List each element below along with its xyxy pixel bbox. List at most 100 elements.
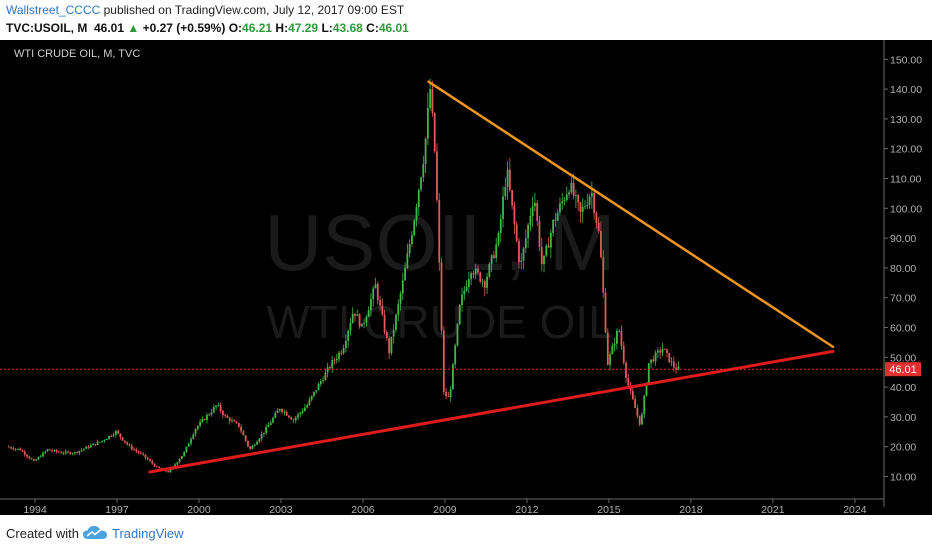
candle-body [363, 322, 365, 324]
candle-body [358, 314, 361, 327]
candle-body [600, 230, 602, 258]
candle-body [675, 367, 678, 370]
time-tick-label: 1994 [23, 504, 47, 515]
candle-body [659, 350, 662, 353]
candle-body [627, 378, 630, 386]
price-axis[interactable]: 10.00 20.00 30.00 40.00 50.00 60.00 70.00 80.00… [884, 54, 922, 484]
candle-body [502, 196, 504, 219]
candle-body [55, 450, 58, 452]
candle-body [96, 441, 99, 445]
candle-body [602, 257, 605, 293]
footer: Created with TradingView [0, 516, 932, 550]
candle-body [520, 260, 523, 263]
candle-body [413, 220, 416, 236]
candle-body [395, 314, 397, 330]
candle-body [572, 182, 575, 196]
support-trendline[interactable] [148, 349, 835, 474]
candle-body [545, 245, 548, 256]
candle-body [67, 451, 69, 453]
candle-body [652, 359, 655, 362]
candle-body [169, 469, 172, 473]
candle-body [552, 219, 555, 233]
candle-body [185, 446, 188, 453]
candle-body [513, 205, 516, 225]
candle-body [376, 284, 379, 301]
candle-body [456, 324, 459, 346]
chart-area[interactable]: USOIL, M WTI CRUDE OIL 10.00 20.00 30.00 40… [0, 40, 932, 516]
candle-body [39, 456, 42, 458]
candle-body [78, 450, 81, 453]
candle-body [438, 199, 441, 263]
candle-body [470, 273, 473, 280]
candle-body [625, 362, 627, 379]
candle-body [108, 435, 110, 439]
candle-body [92, 443, 94, 446]
candle-body [51, 450, 53, 452]
price-tick-label: 90.00 [890, 233, 916, 245]
candle-body [429, 89, 432, 108]
candle-body [388, 338, 391, 354]
candle-body [71, 453, 74, 455]
candle-body [285, 411, 288, 416]
candle-body [604, 292, 607, 333]
candle-body [390, 336, 393, 354]
candle-body [183, 452, 186, 456]
candle-body [196, 425, 199, 429]
time-tick-label: 2012 [515, 504, 539, 515]
candle-body [158, 466, 161, 469]
time-tick-label: 2000 [187, 504, 211, 515]
candle-body [94, 443, 97, 445]
candle-body [14, 448, 17, 450]
candle-body [543, 255, 545, 265]
candle-body [586, 204, 589, 207]
candle-body [99, 441, 101, 443]
candle-body [379, 300, 381, 306]
candle-body [663, 348, 666, 350]
price-chart[interactable]: USOIL, M WTI CRUDE OIL 10.0020.0030.0040… [0, 40, 932, 516]
candle-body [497, 233, 500, 245]
candle-body [631, 390, 634, 400]
candle-body [80, 449, 83, 451]
candle-body [137, 451, 140, 453]
candle-body [89, 445, 92, 448]
candle-body [370, 299, 372, 311]
candle-body [19, 448, 22, 451]
candle-body [167, 471, 170, 473]
candle-body [668, 352, 671, 363]
candle-body [178, 459, 181, 463]
candle-body [210, 412, 213, 415]
time-axis[interactable]: 1994 1997 2000 2003 2006 2009 2012 2015 2018 2021… [23, 499, 867, 516]
tradingview-brand-link[interactable]: TradingView [112, 526, 184, 541]
candle-body [392, 329, 395, 337]
candle-body [306, 404, 309, 408]
author-link[interactable]: Wallstreet_CCCC [6, 3, 101, 17]
candle-body [344, 340, 347, 349]
candle-body [319, 381, 322, 384]
candle-body [237, 422, 240, 427]
change-arrow-icon: ▲ [127, 21, 140, 35]
candle-body [424, 138, 427, 164]
candle-body [180, 455, 183, 460]
close-value: 46.01 [378, 21, 409, 35]
candle-body [240, 426, 243, 432]
candle-body [303, 407, 306, 412]
candle-body [256, 441, 258, 445]
candle-body [28, 456, 31, 459]
candle-body [638, 415, 641, 425]
candle-body [588, 196, 591, 205]
resistance-trendline[interactable] [427, 80, 835, 349]
candle-body [135, 449, 138, 452]
candle-body [12, 448, 15, 450]
candle-body [467, 279, 470, 287]
candle-body [313, 391, 315, 396]
candle-body [267, 425, 270, 428]
candle-body [577, 195, 580, 203]
candle-body [269, 422, 272, 426]
candle-body [481, 281, 484, 283]
candle-body [581, 206, 584, 212]
candle-body [103, 440, 106, 441]
candle-body [561, 201, 564, 204]
candle-body [570, 182, 573, 193]
time-tick-label: 2006 [351, 504, 375, 515]
candle-body [620, 330, 623, 346]
